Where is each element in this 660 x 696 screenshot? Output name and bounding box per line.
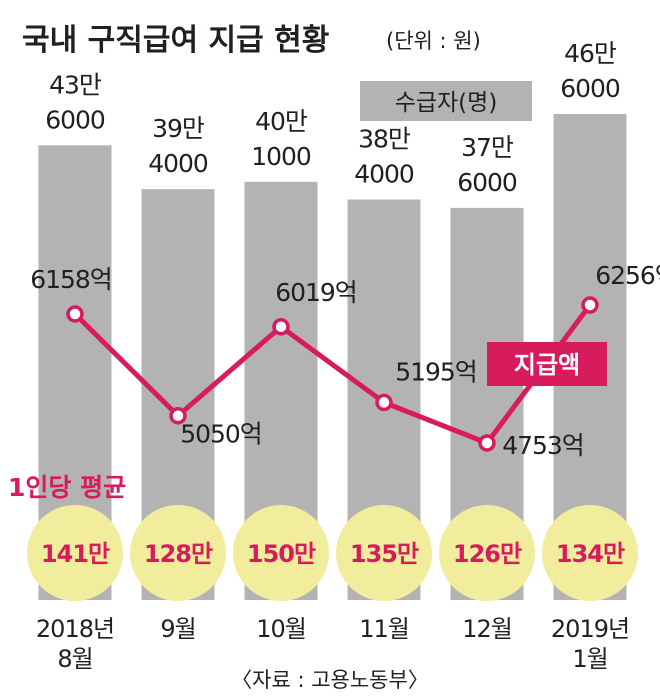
average-circle [439, 505, 535, 601]
line-point [66, 305, 84, 323]
bar-value-label-line1: 46만 [564, 39, 617, 68]
average-value-label: 135만 [350, 540, 419, 568]
average-circle [27, 505, 123, 601]
bar-value-label-line1: 43만 [49, 70, 102, 99]
bar-value-label-line1: 40만 [255, 107, 308, 136]
line-value-label: 4753억 [502, 431, 584, 460]
line-value-label: 5050억 [180, 420, 262, 449]
chart-title: 국내 구직급여 지급 현황 [22, 23, 329, 58]
average-value-label: 128만 [144, 540, 213, 568]
line-value-label: 5195억 [395, 357, 477, 386]
line-value-label: 6019억 [275, 278, 357, 307]
line-point [272, 318, 290, 336]
line-series [73, 303, 593, 446]
x-tick-label: 10월 [256, 615, 306, 643]
line-point [581, 296, 599, 314]
x-tick-label: 9월 [160, 615, 195, 643]
line-value-label: 6256억 [595, 261, 660, 290]
average-circle [336, 505, 432, 601]
average-circle [130, 505, 226, 601]
average-circles-layer [27, 505, 638, 601]
bar-value-label-line1: 37만 [461, 133, 514, 162]
average-value-label: 150만 [247, 540, 316, 568]
legend-line-label: 지급액 [514, 351, 580, 379]
bar-value-label-line2: 6000 [560, 74, 620, 103]
x-tick-label: 1월 [572, 645, 607, 673]
legend-bars-swatch [360, 81, 532, 121]
unit-label: (단위 : 원) [386, 29, 481, 53]
average-value-label: 126만 [453, 540, 522, 568]
source-label: 〈자료 : 고용노동부〉 [231, 668, 429, 692]
x-tick-label: 11월 [359, 615, 409, 643]
line-value-label: 6158억 [30, 265, 112, 294]
average-title: 1인당 평균 [8, 473, 126, 502]
average-circle [233, 505, 329, 601]
x-tick-label: 2018년 [36, 615, 114, 643]
labels-layer: 43만 6000 39만 4000 40만 1000 38만 4000 37만 6000 46만 60… [30, 39, 660, 673]
average-value-label: 134만 [556, 540, 625, 568]
bar-value-label-line2: 6000 [45, 105, 105, 134]
line-point [478, 434, 496, 452]
x-tick-label: 2019년 [551, 615, 629, 643]
bar-value-label-line2: 6000 [457, 168, 517, 197]
bar-value-label-line2: 1000 [251, 142, 311, 171]
bar-value-label-line2: 4000 [148, 149, 208, 178]
x-tick-label: 12월 [462, 615, 512, 643]
line-layer [66, 296, 599, 452]
bar-value-label-line1: 38만 [358, 125, 411, 154]
bar-value-label-line2: 4000 [354, 160, 414, 189]
average-value-label: 141만 [41, 540, 110, 568]
bar-value-label-line1: 39만 [152, 114, 205, 143]
line-point [375, 393, 393, 412]
legend-bars-label: 수급자(명) [395, 90, 498, 116]
line-point [169, 406, 187, 425]
average-circle [542, 505, 638, 601]
x-tick-label: 8월 [57, 645, 92, 673]
legend-line-swatch [487, 342, 607, 386]
